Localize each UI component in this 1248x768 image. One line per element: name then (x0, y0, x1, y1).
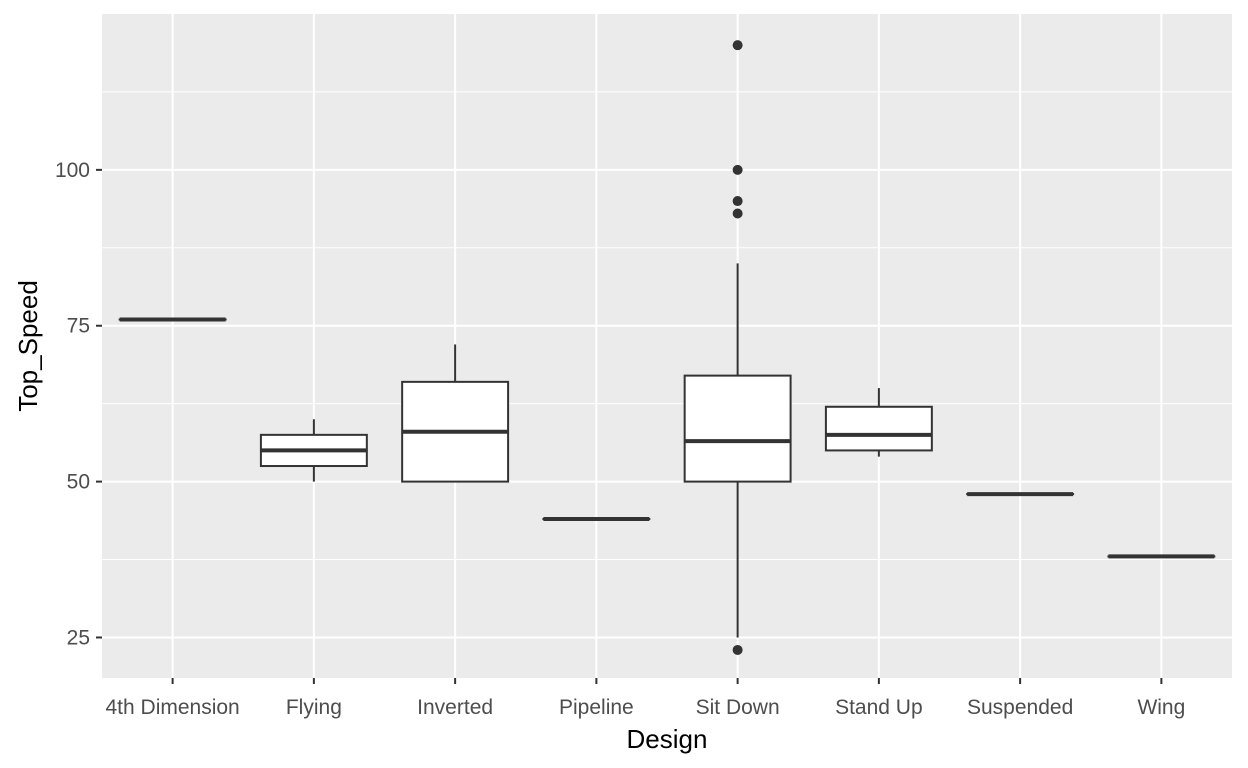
x-tick-label: 4th Dimension (106, 696, 240, 719)
y-tick-label: 100 (55, 159, 90, 182)
y-tick-label: 50 (67, 471, 90, 494)
x-tick-label: Sit Down (696, 696, 780, 719)
outlier-point (732, 164, 743, 175)
x-tick-label: Stand Up (835, 696, 923, 719)
boxes (118, 40, 1216, 655)
box-rect (824, 405, 933, 452)
outlier-point (732, 40, 743, 51)
grid-minor (102, 91, 1232, 561)
plot-panel (102, 14, 1232, 678)
x-axis: 4th Dimension Flying Inverted Pipeline Sit D… (106, 678, 1185, 719)
y-axis: 25 50 75 100 (55, 159, 102, 649)
box-sit-down (683, 40, 792, 655)
box-rect (683, 374, 792, 483)
y-tick-label: 75 (67, 315, 90, 338)
box-inverted (401, 344, 510, 483)
x-tick-label: Wing (1137, 696, 1185, 719)
outlier-point (732, 196, 743, 207)
x-tick-label: Suspended (967, 696, 1073, 719)
outlier-point (732, 208, 743, 219)
x-tick-label: Inverted (417, 696, 493, 719)
box-stand-up (824, 388, 933, 457)
x-tick-label: Flying (286, 696, 342, 719)
y-tick-label: 25 (67, 626, 90, 649)
y-axis-title: Top_Speed (13, 280, 43, 412)
x-axis-title: Design (627, 724, 708, 754)
box-flying (259, 419, 368, 482)
x-tick-label: Pipeline (559, 696, 634, 719)
outlier-point (732, 644, 743, 655)
